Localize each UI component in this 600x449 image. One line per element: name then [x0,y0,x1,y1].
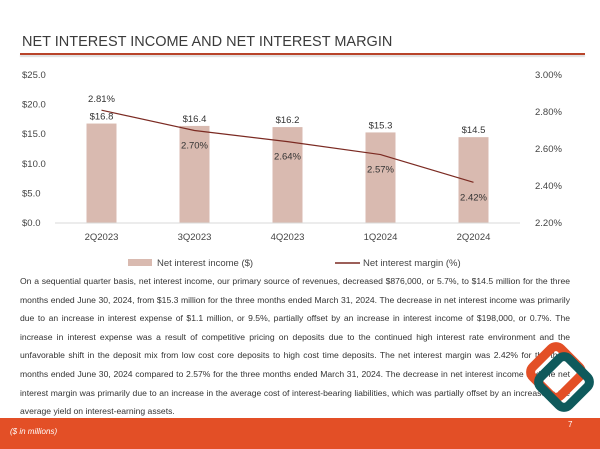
right-axis-tick: 2.20% [535,218,562,229]
footer-band [0,418,600,449]
legend-bar-label: Net interest income ($) [157,258,253,269]
bar [458,137,489,223]
bar-label: $16.4 [183,114,207,125]
page-number: 7 [568,420,573,429]
page-title: NET INTEREST INCOME AND NET INTEREST MAR… [22,34,393,50]
x-axis-tick: 2Q2024 [457,232,491,243]
legend-bar-swatch [128,259,152,266]
bar [86,123,117,223]
x-axis-tick: 4Q2023 [271,232,305,243]
left-axis-tick: $15.0 [22,129,46,140]
right-axis-tick: 2.60% [535,144,562,155]
net-interest-chart: $0.0 $5.0 $10.0 $15.0 $20.0 $25.0 2.20% 2.40% 2.… [22,70,562,269]
x-axis-tick: 3Q2023 [178,232,212,243]
bar-label: $16.8 [90,112,114,123]
line-label: 2.42% [460,192,487,203]
bar-label: $15.3 [369,120,393,131]
x-axis-tick: 1Q2024 [364,232,398,243]
margin-line [101,109,474,183]
title-divider [20,53,585,55]
bar-label: $16.2 [276,115,300,126]
bar-label: $14.5 [462,125,486,136]
left-axis-tick: $25.0 [22,70,46,81]
bar [365,132,396,223]
legend-line-label: Net interest margin (%) [363,258,461,269]
units-note: ($ in millions) [10,427,58,436]
right-axis-tick: 2.80% [535,107,562,118]
line-label: 2.64% [274,152,301,163]
description-paragraph: On a sequential quarter basis, net inter… [20,276,570,417]
company-logo [526,342,594,412]
right-axis-tick: 2.40% [535,181,562,192]
line-label: 2.70% [181,141,208,152]
left-axis-tick: $10.0 [22,159,46,170]
bar [179,125,210,223]
right-axis-tick: 3.00% [535,70,562,81]
line-label: 2.81% [88,94,115,105]
left-axis-tick: $5.0 [22,188,41,199]
left-axis-tick: $20.0 [22,100,46,111]
x-axis-tick: 2Q2023 [85,232,119,243]
line-label: 2.57% [367,165,394,176]
left-axis-tick: $0.0 [22,218,41,229]
